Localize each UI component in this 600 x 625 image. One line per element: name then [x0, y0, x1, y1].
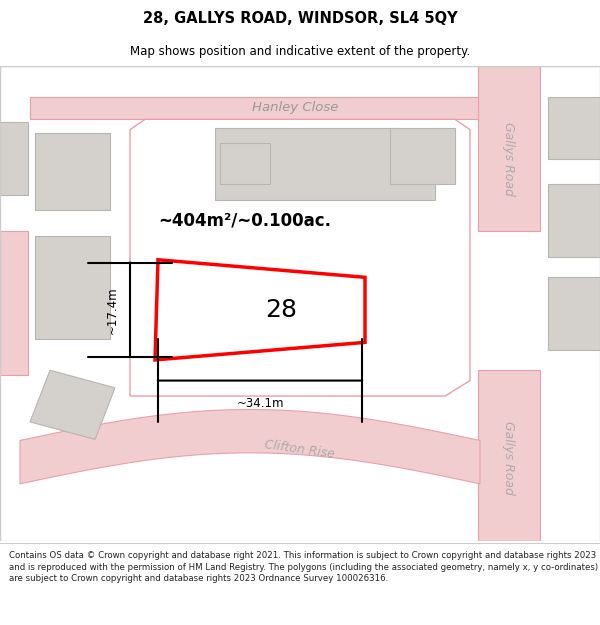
Polygon shape	[220, 143, 270, 184]
Text: ~34.1m: ~34.1m	[236, 397, 284, 410]
Text: Hanley Close: Hanley Close	[252, 101, 338, 114]
Polygon shape	[215, 127, 435, 200]
Text: 28: 28	[265, 298, 297, 322]
Polygon shape	[35, 132, 110, 210]
Text: 28, GALLYS ROAD, WINDSOR, SL4 5QY: 28, GALLYS ROAD, WINDSOR, SL4 5QY	[143, 11, 457, 26]
Polygon shape	[0, 122, 28, 195]
Text: Gallys Road: Gallys Road	[503, 421, 515, 495]
Polygon shape	[35, 236, 110, 339]
Polygon shape	[30, 370, 115, 439]
Polygon shape	[0, 231, 28, 376]
Polygon shape	[30, 97, 480, 119]
Text: Gallys Road: Gallys Road	[503, 122, 515, 196]
Polygon shape	[155, 260, 365, 360]
Text: ~17.4m: ~17.4m	[106, 286, 119, 334]
Polygon shape	[548, 97, 600, 159]
Text: Clifton Rise: Clifton Rise	[264, 438, 336, 461]
Text: Map shows position and indicative extent of the property.: Map shows position and indicative extent…	[130, 45, 470, 58]
Polygon shape	[20, 409, 480, 484]
Polygon shape	[548, 278, 600, 349]
Polygon shape	[478, 370, 540, 541]
Polygon shape	[478, 66, 540, 231]
Text: ~404m²/~0.100ac.: ~404m²/~0.100ac.	[158, 211, 331, 229]
Polygon shape	[390, 127, 455, 184]
Text: Contains OS data © Crown copyright and database right 2021. This information is : Contains OS data © Crown copyright and d…	[9, 551, 598, 583]
Polygon shape	[130, 119, 470, 396]
Polygon shape	[548, 184, 600, 257]
